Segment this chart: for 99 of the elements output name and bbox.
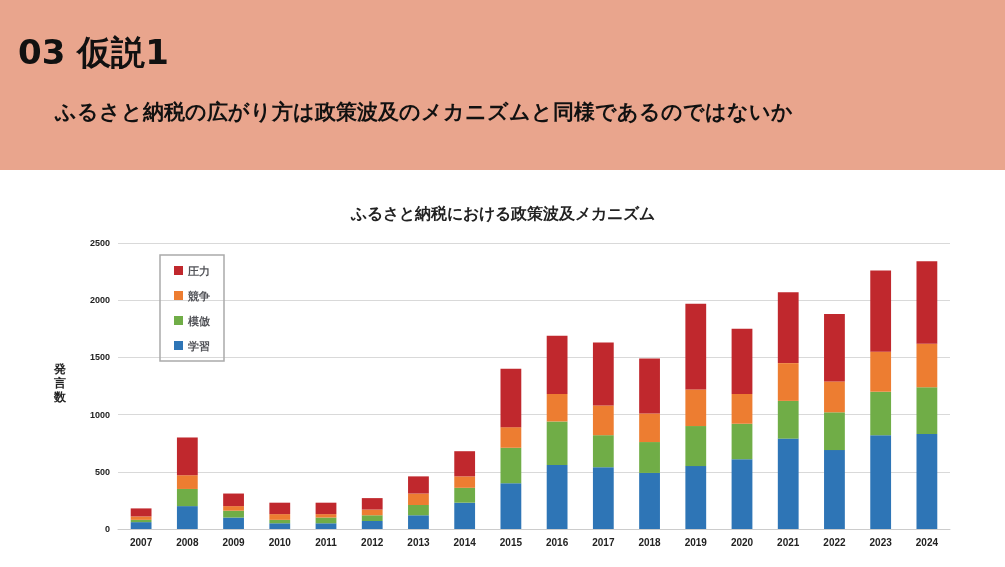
chart-title: ふるさと納税における政策波及メカニズム: [349, 204, 655, 223]
y-axis-title: 発言数: [54, 362, 66, 404]
bar: [824, 313, 845, 382]
bar: [731, 423, 753, 460]
x-tick-label: 2019: [684, 536, 708, 548]
x-tick-label: 2015: [499, 536, 523, 548]
bar: [500, 447, 522, 484]
x-tick-label: 2007: [129, 536, 153, 548]
y-tick-label: 0: [104, 524, 110, 534]
y-tick-label: 2500: [89, 238, 110, 248]
bar: [777, 292, 799, 364]
y-tick-label: 1500: [89, 352, 110, 363]
bar: [592, 467, 614, 529]
bar: [408, 476, 429, 494]
bar: [176, 475, 198, 489]
bar: [592, 435, 614, 468]
bar: [176, 506, 198, 529]
y-tick-label: 1000: [89, 409, 110, 420]
bar: [777, 400, 799, 439]
x-tick-label: 2010: [268, 536, 292, 548]
bar: [916, 343, 938, 388]
x-tick-label: 2021: [777, 536, 800, 548]
x-tick-label: 2011: [315, 536, 338, 548]
legend-label: 競争: [187, 289, 210, 302]
bar: [315, 514, 337, 518]
x-tick-label: 2018: [638, 536, 662, 548]
bar: [685, 389, 707, 427]
bar: [731, 459, 753, 529]
x-tick-label: 2013: [407, 536, 430, 548]
x-tick-label: 2023: [869, 536, 893, 548]
bar: [870, 391, 892, 436]
bar: [592, 405, 614, 436]
x-tick-label: 2022: [823, 536, 846, 548]
bar: [546, 335, 568, 395]
x-tick-label: 2020: [730, 536, 754, 548]
legend-label: 圧力: [187, 264, 210, 277]
bar: [315, 502, 337, 515]
bar: [592, 342, 614, 406]
bar: [824, 412, 845, 451]
bar: [454, 451, 476, 477]
bar: [176, 488, 198, 507]
legend-label: 模倣: [187, 314, 211, 327]
bar: [500, 483, 522, 529]
bar: [223, 493, 244, 507]
y-tick-label: 2000: [89, 295, 110, 306]
bar: [223, 517, 244, 529]
bar: [639, 358, 660, 414]
text: 03 仮説1: [18, 31, 169, 74]
bar: [870, 270, 892, 352]
bar: [130, 508, 152, 517]
bar: [777, 363, 799, 401]
bar: [731, 328, 753, 395]
bar: [685, 466, 707, 529]
bar: [408, 493, 429, 505]
bar: [639, 413, 660, 443]
bar: [546, 464, 568, 529]
bar: [916, 387, 938, 435]
bar: [176, 437, 198, 476]
bar: [223, 506, 244, 511]
x-tick-label: 2008: [176, 536, 199, 548]
legend-label: 学習: [188, 339, 210, 352]
bar: [870, 435, 892, 529]
x-tick-label: 2017: [592, 536, 615, 548]
bar: [454, 487, 476, 503]
bar: [408, 515, 429, 529]
bar: [269, 502, 291, 515]
bar: [361, 520, 383, 529]
bar: [546, 421, 568, 465]
bar: [454, 476, 476, 488]
y-tick-label: 500: [94, 466, 110, 477]
x-tick-label: 2012: [361, 536, 384, 548]
bar: [361, 498, 383, 510]
bar: [777, 438, 799, 529]
bar: [269, 523, 291, 529]
x-tick-label: 2024: [915, 536, 939, 548]
x-tick-label: 2016: [545, 536, 569, 548]
bar: [731, 394, 753, 424]
bar: [223, 510, 244, 518]
bar: [546, 394, 568, 422]
x-tick-label: 2014: [453, 536, 477, 548]
text: ふるさと納税の広がり方は政策波及のメカニズムと同様であるのではないか: [55, 99, 793, 126]
bar: [824, 381, 845, 413]
bar: [500, 427, 522, 448]
x-tick-label: 2009: [222, 536, 246, 548]
bar: [130, 522, 152, 529]
bar: [639, 442, 660, 473]
bar: [685, 303, 707, 390]
bar: [916, 434, 938, 529]
bar: [408, 504, 429, 516]
bar: [269, 514, 291, 520]
bar: [685, 426, 707, 467]
bar: [870, 351, 892, 392]
bar: [639, 472, 660, 529]
bar: [454, 502, 476, 529]
bar: [315, 523, 337, 529]
bar: [500, 368, 522, 428]
bar: [824, 450, 845, 529]
bar: [916, 261, 938, 344]
bar: [361, 515, 383, 521]
